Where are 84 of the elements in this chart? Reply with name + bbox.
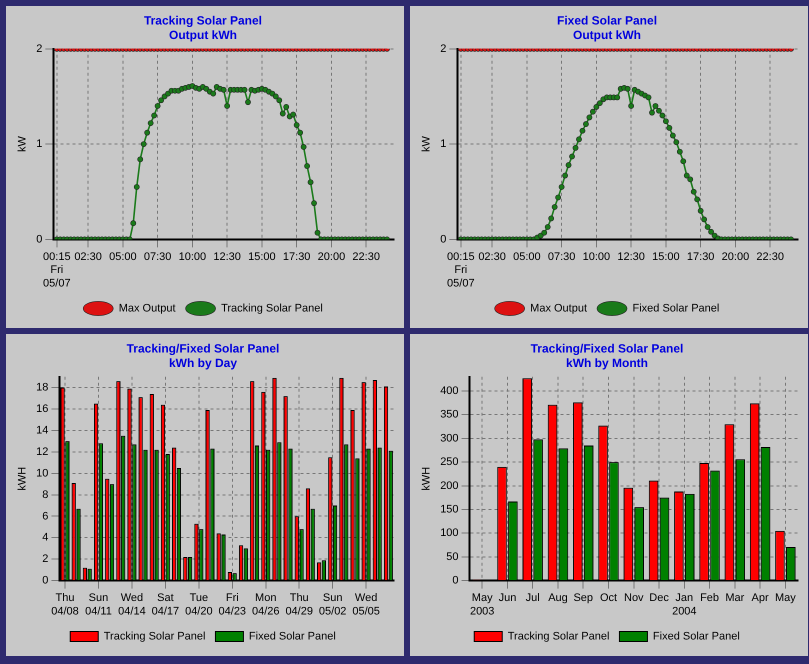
y-tick-label: 1 xyxy=(36,138,42,150)
y-tick-label: 2 xyxy=(36,42,42,55)
y-tick-label: 2 xyxy=(42,553,48,566)
x-tick-label: 12:30 xyxy=(213,251,241,264)
legend-label: Tracking Solar Panel xyxy=(104,630,206,643)
x-tick-label: 22:30 xyxy=(756,251,784,264)
y-tick-label: 14 xyxy=(36,424,48,436)
chart-title: Tracking Solar Panel Output kWh xyxy=(144,14,262,42)
x-tick-label: May xyxy=(774,592,796,604)
y-tick-label: 0 xyxy=(452,574,459,587)
x-tick-label: Feb xyxy=(700,592,720,604)
y-tick-label: 6 xyxy=(42,510,48,522)
x-tick-label: 17:30 xyxy=(282,251,310,264)
y-tick-label: 50 xyxy=(446,550,459,563)
chart-title: Tracking/Fixed Solar Panel kWh by Month xyxy=(530,342,684,370)
y-axis-title: kW xyxy=(16,136,29,152)
x-tick-label: 22:30 xyxy=(352,251,380,264)
x-tick-label: 20:00 xyxy=(318,251,346,264)
x-tick-label: Wed 04/14 xyxy=(118,592,146,618)
x-tick-label: 10:00 xyxy=(178,251,206,264)
y-tick-label: 4 xyxy=(42,532,48,544)
x-tick-label: Dec xyxy=(649,592,670,604)
x-tick-label: 00:15 Fri 05/07 xyxy=(447,251,475,290)
chart-title: Fixed Solar Panel Output kWh xyxy=(556,14,658,42)
y-tick-label: 200 xyxy=(440,480,459,492)
x-tick-label: 05:00 xyxy=(109,251,137,264)
y-axis-title: kW xyxy=(420,136,433,152)
x-tick-label: 12:30 xyxy=(617,251,645,264)
x-tick-label: 02:30 xyxy=(74,251,102,264)
x-tick-label: Tue 04/20 xyxy=(185,592,213,618)
y-tick-label: 350 xyxy=(440,408,459,421)
y-tick-label: 0 xyxy=(36,233,42,246)
legend-label: Tracking Solar Panel xyxy=(508,630,610,643)
y-tick-label: 300 xyxy=(440,432,459,444)
x-tick-label: Sun 04/11 xyxy=(85,592,112,618)
y-tick-label: 16 xyxy=(36,403,48,416)
x-tick-label: Oct xyxy=(600,592,618,604)
x-tick-label: 07:30 xyxy=(548,251,576,264)
x-tick-label: Fri 04/23 xyxy=(218,592,246,618)
x-tick-label: 15:00 xyxy=(652,251,680,264)
y-tick-label: 150 xyxy=(440,504,459,516)
x-tick-label: 15:00 xyxy=(248,251,276,264)
x-tick-label: Nov xyxy=(624,592,644,604)
y-tick-label: 18 xyxy=(36,382,48,394)
x-tick-label: Jun xyxy=(498,592,516,604)
y-tick-label: 400 xyxy=(440,385,459,398)
legend-label: Fixed Solar Panel xyxy=(248,630,336,643)
x-tick-label: Apr xyxy=(752,592,769,604)
x-tick-label: Thu 04/29 xyxy=(285,592,313,618)
y-axis-title: kWH xyxy=(16,466,29,491)
legend-label: Max Output xyxy=(118,302,176,315)
x-tick-label: 17:30 xyxy=(686,251,714,264)
y-tick-label: 0 xyxy=(440,233,446,246)
y-tick-label: 1 xyxy=(440,138,446,150)
x-tick-label: Thu 04/08 xyxy=(51,592,79,618)
x-tick-label: 00:15 Fri 05/07 xyxy=(43,251,71,290)
y-tick-label: 100 xyxy=(440,527,459,540)
y-tick-label: 12 xyxy=(36,446,48,458)
chart-title: Tracking/Fixed Solar Panel kWh by Day xyxy=(126,342,280,370)
y-axis-title: kWH xyxy=(420,466,433,491)
x-tick-label: Wed 05/05 xyxy=(352,592,380,618)
y-tick-label: 8 xyxy=(42,488,48,501)
legend-label: Fixed Solar Panel xyxy=(652,630,740,643)
y-tick-label: 2 xyxy=(440,42,446,55)
x-tick-label: 20:00 xyxy=(722,251,750,264)
x-tick-label: Mon 04/26 xyxy=(252,592,280,618)
x-tick-label: Jan 2004 xyxy=(672,592,697,618)
x-tick-label: 10:00 xyxy=(582,251,610,264)
legend-label: Tracking Solar Panel xyxy=(221,302,323,315)
x-tick-label: 07:30 xyxy=(144,251,172,264)
x-tick-label: Sat 04/17 xyxy=(152,592,180,618)
x-tick-label: Aug xyxy=(548,592,568,604)
x-tick-label: Sun 05/02 xyxy=(318,592,346,618)
x-tick-label: 05:00 xyxy=(513,251,541,264)
legend-label: Max Output xyxy=(530,302,588,315)
legend-label: Fixed Solar Panel xyxy=(632,302,720,315)
y-tick-label: 10 xyxy=(36,467,48,480)
x-tick-label: May 2003 xyxy=(470,592,494,618)
y-tick-label: 0 xyxy=(42,574,48,587)
y-tick-label: 250 xyxy=(440,456,459,468)
x-tick-label: Sep xyxy=(573,592,594,604)
x-tick-label: 02:30 xyxy=(478,251,506,264)
x-tick-label: Mar xyxy=(725,592,745,604)
x-tick-label: Jul xyxy=(526,592,540,604)
